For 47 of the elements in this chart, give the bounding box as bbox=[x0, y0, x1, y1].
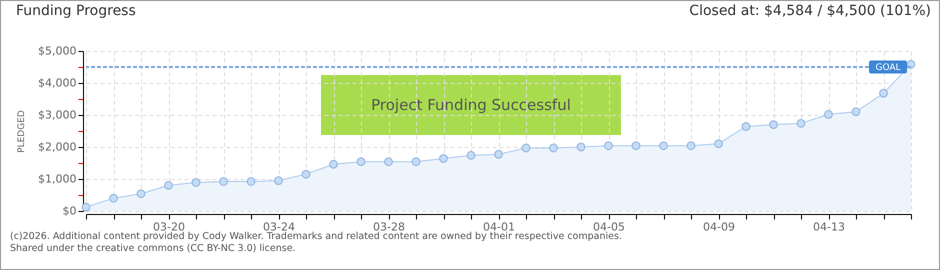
point bbox=[549, 144, 558, 152]
point bbox=[632, 141, 640, 150]
x-tick-label: 04-13 bbox=[813, 220, 845, 234]
point bbox=[302, 170, 310, 179]
point bbox=[274, 176, 283, 185]
y-tick-label: $5,000 bbox=[38, 44, 76, 58]
point bbox=[109, 194, 118, 203]
chart-title: Funding Progress bbox=[16, 3, 136, 19]
point bbox=[824, 110, 833, 119]
x-tick-label: 03-28 bbox=[373, 220, 405, 234]
point bbox=[714, 139, 723, 148]
ref-line-label: GOAL bbox=[875, 63, 901, 73]
point bbox=[219, 177, 228, 186]
point bbox=[659, 141, 668, 150]
point bbox=[769, 120, 778, 129]
y-tick-label: $2,000 bbox=[38, 140, 76, 154]
point bbox=[494, 150, 503, 159]
point bbox=[604, 141, 613, 150]
point bbox=[136, 189, 146, 198]
y-tick-label: $1,000 bbox=[38, 172, 76, 186]
point bbox=[796, 118, 806, 128]
point bbox=[852, 107, 860, 116]
point bbox=[879, 88, 888, 98]
annotation: Project Funding Successful bbox=[371, 96, 571, 114]
point bbox=[466, 150, 476, 160]
chart-subtitle: Closed at: $4,584 / $4,500 (101%) bbox=[689, 3, 931, 19]
text: Shared under the creative commons (CC BY-NC 3.0) license. bbox=[10, 243, 296, 254]
text: (c)2026. Additional content provided by Cody Walker. Trademarks and related content are owned by their respective companies. bbox=[10, 231, 622, 242]
point bbox=[356, 157, 366, 166]
point bbox=[412, 157, 420, 166]
x-tick-label: 04-05 bbox=[593, 220, 625, 234]
y-tick-label: $4,000 bbox=[38, 76, 76, 90]
x-tick-label: 04-09 bbox=[703, 220, 735, 234]
y-tick-label: $0 bbox=[62, 204, 76, 218]
y-axis-title: PLEDGED bbox=[17, 110, 28, 153]
point bbox=[329, 160, 338, 169]
point bbox=[439, 154, 448, 163]
point bbox=[82, 202, 90, 212]
point bbox=[522, 144, 530, 152]
point bbox=[742, 122, 750, 131]
point bbox=[686, 141, 696, 150]
y-tick-label: $3,000 bbox=[38, 108, 76, 122]
point bbox=[192, 178, 200, 187]
point bbox=[384, 157, 393, 166]
point bbox=[246, 177, 256, 186]
point bbox=[576, 142, 586, 152]
point bbox=[164, 181, 173, 190]
